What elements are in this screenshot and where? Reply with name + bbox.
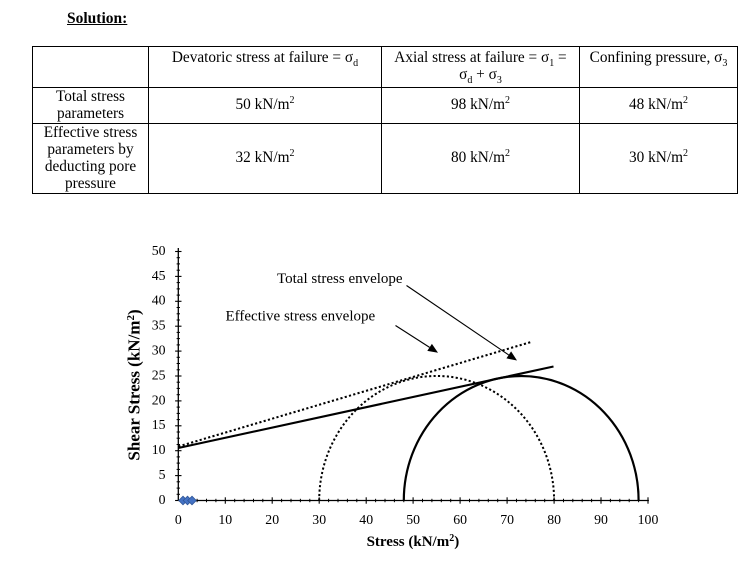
svg-text:0: 0 [175,512,182,527]
svg-text:50: 50 [406,512,420,527]
svg-text:5: 5 [159,467,166,482]
svg-text:20: 20 [265,512,279,527]
svg-text:Effective stress envelope: Effective stress envelope [226,309,376,325]
svg-text:40: 40 [359,512,373,527]
svg-text:45: 45 [152,268,166,283]
svg-text:30: 30 [152,343,166,358]
svg-text:50: 50 [152,243,166,258]
svg-text:60: 60 [453,512,467,527]
svg-text:100: 100 [638,512,659,527]
svg-text:10: 10 [152,442,166,457]
svg-text:30: 30 [312,512,326,527]
svg-text:Stress (kN/m2): Stress (kN/m2) [367,533,460,550]
svg-text:25: 25 [152,367,166,382]
svg-text:40: 40 [152,293,166,308]
svg-text:20: 20 [152,392,166,407]
svg-text:70: 70 [500,512,514,527]
svg-text:80: 80 [547,512,561,527]
svg-text:Total stress envelope: Total stress envelope [277,271,403,287]
svg-text:15: 15 [152,417,166,432]
svg-text:10: 10 [218,512,232,527]
svg-text:35: 35 [152,318,166,333]
svg-text:Shear Stress (kN/m2): Shear Stress (kN/m2) [125,309,144,460]
svg-text:90: 90 [594,512,608,527]
svg-text:0: 0 [159,492,166,507]
